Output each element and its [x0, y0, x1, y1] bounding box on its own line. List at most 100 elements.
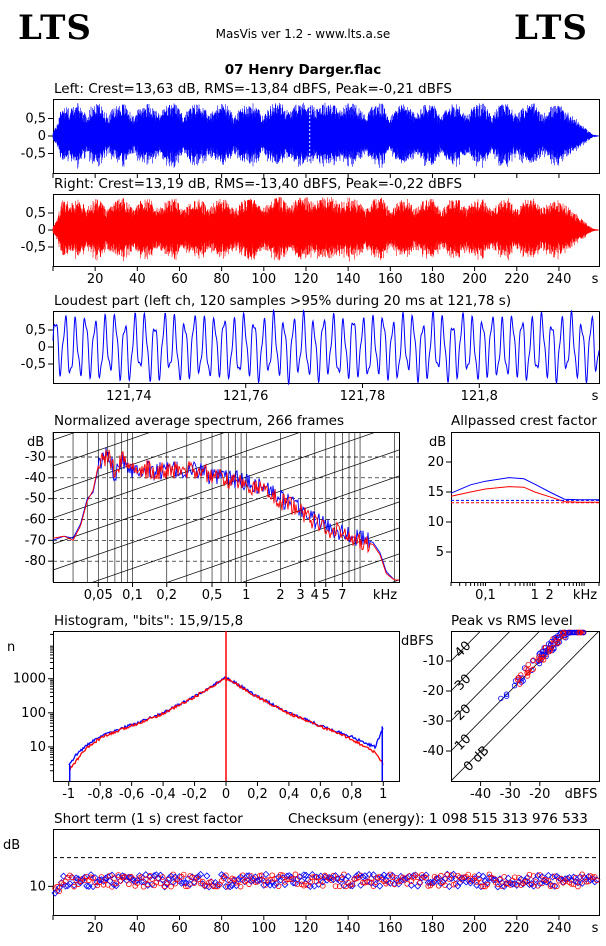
stcrest-point [433, 875, 440, 881]
pvr-ytick-2: -30 [423, 714, 444, 729]
pvr-point [524, 673, 531, 679]
spectrum-xtick-3: 0,5 [202, 588, 223, 603]
app-title: MasVis ver 1.2 - www.lts.a.se [215, 27, 391, 41]
stcrest-point [594, 877, 600, 884]
pvr-xtick-0: -40 [470, 787, 491, 802]
stcrest-xtick-2: 60 [171, 921, 188, 936]
pvr-point [514, 676, 521, 683]
stcrest-point [511, 874, 518, 881]
crest-xtick-1: 1 [531, 588, 539, 603]
stcrest-point [454, 882, 462, 890]
spectrum-slope-18 [242, 527, 399, 582]
spectrum-frame [53, 432, 400, 583]
stcrest-point [525, 880, 533, 889]
stcrest-point [106, 877, 114, 885]
spectrum-slope-12 [53, 432, 228, 493]
pvr-point [498, 695, 504, 702]
stcrest-point [142, 871, 150, 879]
left-waveform-ytick-0: 0,5 [25, 112, 46, 127]
histogram-ytick-0: 1000 [13, 672, 46, 687]
stcrest-point [260, 881, 268, 889]
loudest-ytick-1: 0 [38, 340, 46, 355]
stcrest-point [226, 883, 234, 891]
crest-left-series [450, 477, 599, 501]
pvr-point [576, 629, 582, 636]
stcrest-point [66, 880, 74, 888]
stcrest-point [307, 879, 313, 885]
pvr-point [517, 677, 523, 684]
stcrest-point [414, 874, 421, 881]
pvr-point [511, 683, 518, 689]
loudest-trace [52, 308, 600, 386]
histogram-xtick-0: -1 [62, 787, 75, 802]
stcrest-xtick-1: 40 [129, 921, 146, 936]
histogram-xtick-5: 0 [222, 787, 230, 802]
right-waveform-xtick-7: 160 [378, 272, 403, 287]
stcrest-point [125, 873, 133, 881]
spectrum-ytick-4: -70 [25, 533, 46, 548]
stcrest-point [456, 879, 464, 887]
pvr-diag-1 [451, 631, 511, 692]
stcrest-point [435, 874, 443, 882]
pvr-point [546, 648, 553, 655]
stcrest-point [197, 870, 205, 879]
stcrest-point [110, 881, 118, 889]
stcrest-xtick-11: 240 [547, 921, 572, 936]
right-waveform-xtick-11: 240 [547, 272, 572, 287]
right-waveform-xtick-3: 80 [213, 272, 230, 287]
stcrest-point [294, 881, 301, 887]
stcrest-point [422, 871, 430, 879]
stcrest-xtick-7: 160 [378, 921, 403, 936]
histogram-xtick-1: -0,8 [87, 787, 112, 802]
stcrest-xtick-6: 140 [336, 921, 361, 936]
stcrest-point [465, 871, 472, 878]
pvr-point [552, 635, 558, 641]
stcrest-point [376, 882, 384, 890]
stcrest-point [554, 883, 560, 890]
pvr-diag-label-0: 40 [452, 639, 474, 661]
stcrest-point [551, 882, 559, 890]
pvr-point [560, 629, 566, 636]
stcrest-xtick-4: 100 [251, 921, 276, 936]
stcrest-point [142, 876, 149, 883]
left-waveform-ytick-2: -0,5 [21, 147, 46, 162]
pvr-ytick-1: -20 [423, 684, 444, 699]
crest-xtick-2: 2 [546, 588, 554, 603]
pvr-point [530, 666, 536, 673]
stcrest-point [349, 881, 356, 887]
stcrest-xtick-3: 80 [213, 921, 230, 936]
checksum-text: Checksum (energy): 1 098 515 313 976 533 [288, 811, 588, 827]
stcrest-xtick-9: 200 [462, 921, 487, 936]
stcrest-point [402, 875, 408, 882]
pvr-point [543, 644, 549, 651]
loudest-xtick-0: 121,74 [106, 389, 152, 404]
histogram-xtick-9: 0,8 [341, 787, 362, 802]
stcrest-point [407, 881, 415, 889]
stcrest-xtick-5: 120 [294, 921, 319, 936]
stcrest-point [53, 887, 61, 895]
stcrest-point [403, 874, 411, 882]
stcrest-point [292, 871, 299, 878]
pvr-point [536, 654, 542, 660]
stcrest-point [344, 872, 352, 880]
stcrest-point [591, 878, 599, 886]
stcrest-point [423, 875, 429, 881]
pvr-point [548, 644, 555, 651]
stcrest-point [275, 883, 282, 889]
stcrest-point [123, 874, 130, 881]
stcrest-point [64, 882, 72, 890]
stcrest-xunit: s [592, 921, 599, 936]
stcrest-point [126, 881, 132, 888]
stcrest-point [570, 873, 578, 881]
stcrest-point [119, 872, 127, 880]
stcrest-point [555, 874, 563, 882]
stcrest-point [237, 873, 245, 881]
pvr-ytick-3: -40 [423, 744, 444, 759]
stcrest-point [320, 883, 326, 889]
right-waveform-xtick-6: 140 [336, 272, 361, 287]
pvr-diag-label-2: 20 [452, 702, 474, 724]
stcrest-point [71, 883, 77, 890]
spectrum-ylabel: dB [27, 435, 44, 450]
